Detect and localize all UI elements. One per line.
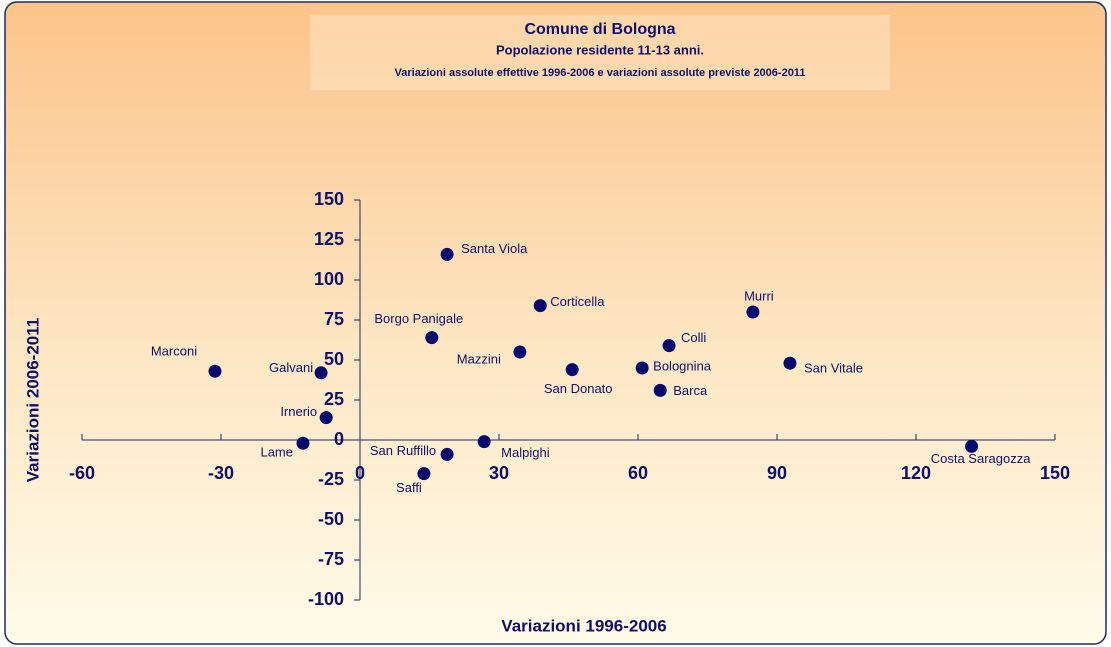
x-tick-label: 120 — [901, 463, 931, 483]
point — [513, 345, 527, 359]
y-tick-label: 50 — [324, 349, 344, 369]
chart-title: Comune di Bologna — [524, 21, 675, 38]
point — [662, 339, 676, 353]
x-tick-label: 90 — [767, 463, 787, 483]
x-tick-label: -30 — [208, 463, 234, 483]
y-tick-label: -25 — [318, 469, 344, 489]
x-tick-label: 30 — [489, 463, 509, 483]
y-tick-label: -50 — [318, 509, 344, 529]
point-label: Murri — [744, 288, 774, 303]
point-label: San Vitale — [804, 361, 863, 376]
x-axis-title: Variazioni 1996-2006 — [501, 616, 666, 635]
point-label: Barca — [673, 383, 708, 398]
point-label: San Donato — [544, 381, 613, 396]
point-label: Mazzini — [457, 351, 501, 366]
point-label: Malpighi — [501, 445, 550, 460]
point — [319, 411, 333, 425]
point-label: Lame — [260, 445, 293, 460]
point-label: Marconi — [151, 344, 197, 359]
x-tick-label: 0 — [355, 463, 365, 483]
y-tick-label: -75 — [318, 549, 344, 569]
point-label: Corticella — [550, 294, 605, 309]
point — [440, 247, 454, 261]
point-label: Irnerio — [280, 404, 317, 419]
point — [417, 467, 431, 481]
y-tick-label: 25 — [324, 389, 344, 409]
point — [533, 299, 547, 313]
point-label: Galvani — [269, 360, 313, 375]
title-box — [310, 15, 890, 90]
chart-subtitle: Variazioni assolute effettive 1996-2006 … — [395, 67, 806, 79]
point — [314, 366, 328, 380]
background — [4, 1, 1107, 645]
point — [635, 361, 649, 375]
point — [783, 356, 797, 370]
point — [477, 435, 491, 449]
point-label: Borgo Panigale — [374, 311, 463, 326]
x-tick-label: 60 — [628, 463, 648, 483]
point — [208, 364, 222, 378]
y-tick-label: 0 — [334, 429, 344, 449]
point — [565, 363, 579, 377]
point — [425, 331, 439, 345]
point-label: Costa Saragozza — [931, 451, 1031, 466]
y-axis-title: Variazioni 2006-2011 — [23, 318, 42, 482]
point — [746, 305, 760, 319]
point-label: San Ruffillo — [370, 443, 436, 458]
point-label: Colli — [681, 330, 706, 345]
y-tick-label: 125 — [314, 229, 344, 249]
y-tick-label: 75 — [324, 309, 344, 329]
point — [296, 436, 310, 450]
point — [965, 439, 979, 453]
point — [440, 447, 454, 461]
chart-subtitle: Popolazione residente 11-13 anni. — [496, 42, 704, 57]
y-tick-label: 100 — [314, 269, 344, 289]
x-tick-label: 150 — [1040, 463, 1070, 483]
y-tick-label: -100 — [308, 589, 344, 609]
point — [653, 383, 667, 397]
y-tick-label: 150 — [314, 189, 344, 209]
x-tick-label: -60 — [69, 463, 95, 483]
point-label: Saffi — [396, 480, 422, 495]
point-label: Bolognina — [653, 358, 712, 373]
point-label: Santa Viola — [461, 241, 528, 256]
